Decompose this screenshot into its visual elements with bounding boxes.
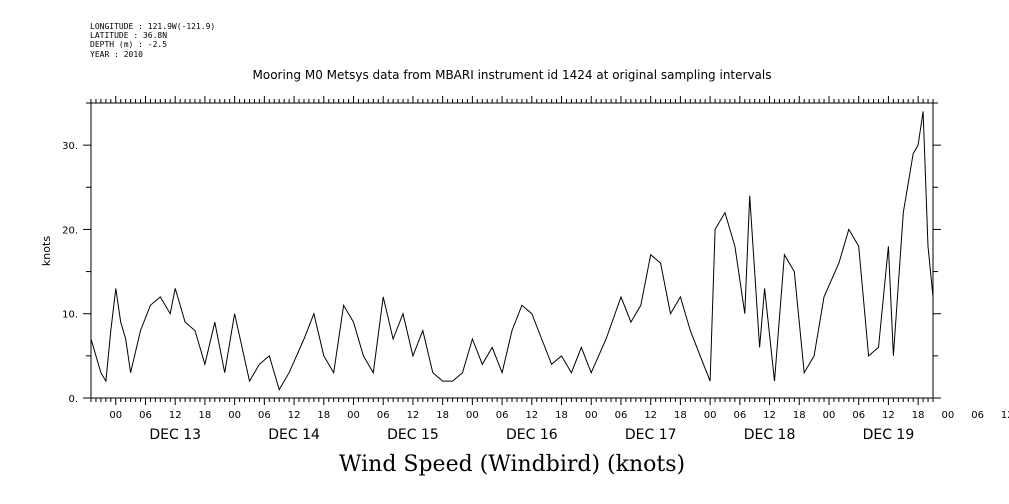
x-tick-label: 00 bbox=[466, 410, 479, 421]
x-axis-label: Wind Speed (Windbird) (knots) bbox=[338, 452, 686, 477]
x-tick-label: 18 bbox=[793, 410, 806, 421]
x-tick-label: 12 bbox=[1001, 410, 1009, 421]
x-tick-label: 18 bbox=[317, 410, 330, 421]
x-tick-label: 18 bbox=[674, 410, 687, 421]
x-tick-label: 06 bbox=[852, 410, 865, 421]
x-tick-label: 06 bbox=[733, 410, 746, 421]
day-label: DEC 17 bbox=[625, 427, 677, 443]
x-tick-label: 12 bbox=[169, 410, 182, 421]
x-tick-label: 06 bbox=[258, 410, 271, 421]
tick-labels: 0. 10. 20. 30. 00 06 12 18 00 06 12 18 00 06 12 18 00 06 1… bbox=[62, 141, 1009, 443]
x-tick-label: 00 bbox=[228, 410, 241, 421]
meta-depth: DEPTH (m) : -2.5 bbox=[90, 40, 168, 49]
x-tick-label: 06 bbox=[971, 410, 984, 421]
day-label: DEC 15 bbox=[387, 427, 439, 443]
y-axis-label: knots bbox=[40, 236, 53, 266]
day-label: DEC 19 bbox=[863, 427, 915, 443]
x-tick-label: 00 bbox=[704, 410, 717, 421]
y-tick-label: 0. bbox=[68, 394, 78, 405]
plot-frame bbox=[90, 102, 934, 399]
day-label: DEC 18 bbox=[744, 427, 796, 443]
x-tick-label: 06 bbox=[615, 410, 628, 421]
x-tick-label: 00 bbox=[109, 410, 122, 421]
y-tick-label: 30. bbox=[62, 141, 78, 152]
day-label: DEC 14 bbox=[268, 427, 320, 443]
meta-year: YEAR : 2010 bbox=[90, 50, 143, 59]
x-tick-label: 06 bbox=[377, 410, 390, 421]
x-tick-label: 18 bbox=[912, 410, 925, 421]
tick-marks bbox=[83, 96, 941, 405]
x-tick-label: 18 bbox=[555, 410, 568, 421]
x-tick-label: 00 bbox=[347, 410, 360, 421]
x-tick-label: 12 bbox=[288, 410, 301, 421]
y-tick-label: 10. bbox=[62, 310, 78, 321]
x-tick-label: 00 bbox=[585, 410, 598, 421]
x-tick-label: 00 bbox=[941, 410, 954, 421]
axes bbox=[90, 102, 934, 399]
meta-longitude: LONGITUDE : 121.9W(-121.9) bbox=[90, 22, 216, 31]
day-label: DEC 16 bbox=[506, 427, 558, 443]
x-tick-label: 12 bbox=[525, 410, 538, 421]
meta-latitude: LATITUDE : 36.8N bbox=[90, 31, 168, 40]
x-tick-label: 18 bbox=[436, 410, 449, 421]
wind-speed-line bbox=[90, 111, 934, 391]
x-tick-label: 12 bbox=[407, 410, 420, 421]
x-tick-label: 06 bbox=[139, 410, 152, 421]
x-tick-label: 12 bbox=[763, 410, 776, 421]
day-label: DEC 13 bbox=[149, 427, 201, 443]
x-tick-label: 00 bbox=[823, 410, 836, 421]
x-tick-label: 18 bbox=[199, 410, 212, 421]
chart-title: Mooring M0 Metsys data from MBARI instru… bbox=[252, 68, 772, 82]
x-tick-label: 06 bbox=[496, 410, 509, 421]
y-tick-label: 20. bbox=[62, 225, 78, 236]
x-tick-label: 12 bbox=[882, 410, 895, 421]
x-tick-label: 12 bbox=[644, 410, 657, 421]
